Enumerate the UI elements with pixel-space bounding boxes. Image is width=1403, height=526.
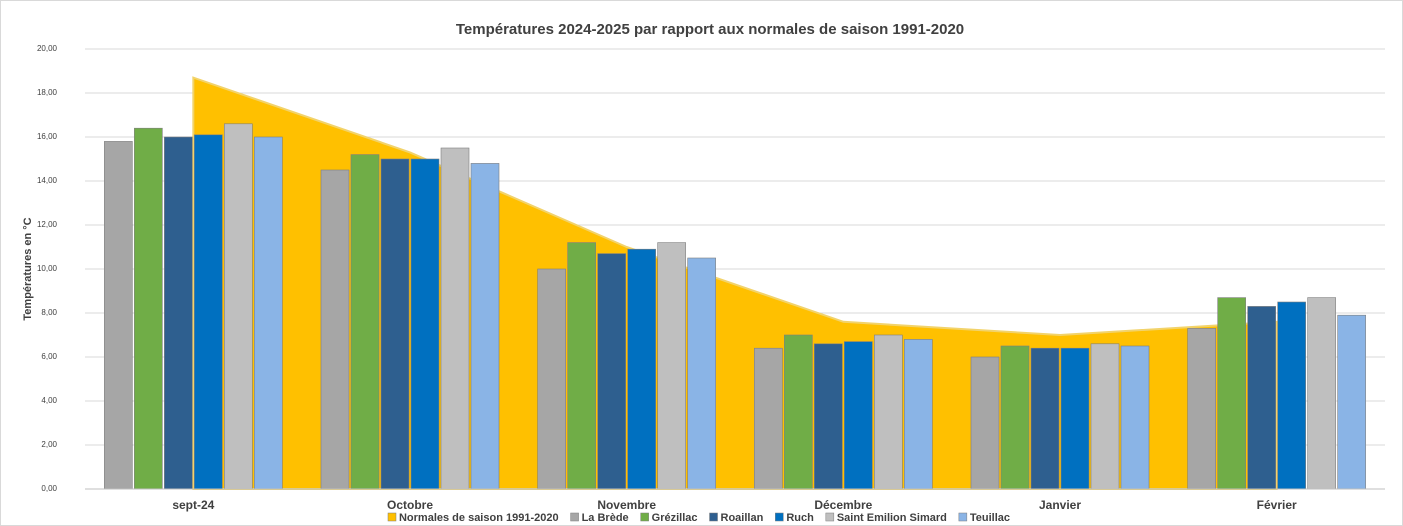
bar [224, 123, 253, 490]
legend-swatch [640, 512, 649, 522]
y-tick-label: 6,00 [41, 352, 57, 361]
legend-swatch [709, 512, 718, 522]
y-tick-label: 14,00 [37, 176, 58, 185]
bar [627, 248, 656, 490]
bar [784, 334, 813, 490]
y-tick-label: 10,00 [37, 264, 58, 273]
legend-swatch [387, 512, 397, 522]
legend-label: Normales de saison 1991-2020 [399, 512, 559, 524]
bar [1060, 347, 1090, 490]
bar [537, 268, 566, 490]
x-tick-label: Novembre [597, 498, 656, 512]
bar [874, 334, 903, 490]
bar [1247, 306, 1276, 490]
bar [1120, 345, 1150, 490]
legend-swatch [570, 512, 579, 522]
bar [380, 158, 410, 490]
y-tick-label: 18,00 [37, 88, 58, 97]
bar [1187, 328, 1216, 490]
bar [970, 356, 1000, 490]
legend-label: Teuillac [970, 512, 1010, 524]
y-tick-label: 0,00 [41, 484, 57, 493]
chart-title: Températures 2024-2025 par rapport aux n… [456, 21, 964, 38]
bar [567, 242, 596, 490]
y-tick-label: 2,00 [41, 440, 57, 449]
y-tick-label: 20,00 [37, 44, 58, 53]
x-tick-label: sept-24 [172, 498, 214, 512]
legend: Normales de saison 1991-2020 La Brède Gréz… [387, 512, 1010, 524]
legend-swatch [825, 512, 835, 522]
bar [844, 341, 873, 490]
x-tick-label: Février [1257, 498, 1297, 512]
y-tick-label: 12,00 [37, 220, 58, 229]
bar [194, 134, 223, 490]
y-tick-label: 8,00 [41, 308, 57, 317]
legend-swatch [775, 512, 784, 522]
bar [1307, 297, 1336, 490]
bar [687, 257, 716, 490]
bar [410, 158, 440, 490]
bar [754, 347, 783, 490]
legend-swatch [958, 512, 968, 522]
bar [440, 147, 470, 490]
bar [1030, 347, 1060, 490]
bar [470, 163, 500, 490]
bar [104, 141, 133, 490]
bar [1277, 301, 1306, 490]
y-tick-label: 4,00 [41, 396, 57, 405]
bar [597, 253, 626, 490]
bar [134, 127, 163, 490]
x-tick-label: Octobre [387, 498, 433, 512]
legend-label: Ruch [786, 512, 814, 524]
legend-label: Roaillan [721, 512, 764, 524]
bar [164, 136, 193, 490]
bar [1090, 343, 1120, 490]
legend-label: Saint Emilion Simard [837, 512, 947, 524]
y-tick-label: 16,00 [37, 132, 58, 141]
bar [814, 343, 843, 490]
legend-label: La Brède [582, 512, 629, 524]
bar [350, 154, 380, 490]
legend-label: Grézillac [652, 512, 698, 524]
bar [1000, 345, 1030, 490]
y-axis-label: Températures en °C [22, 217, 34, 320]
bar [320, 169, 350, 490]
bar [1217, 297, 1246, 490]
bar [904, 339, 933, 490]
x-tick-label: Janvier [1039, 498, 1081, 512]
bar [1337, 314, 1366, 490]
x-tick-label: Décembre [814, 498, 872, 512]
bar [657, 242, 686, 490]
bar [254, 136, 283, 490]
